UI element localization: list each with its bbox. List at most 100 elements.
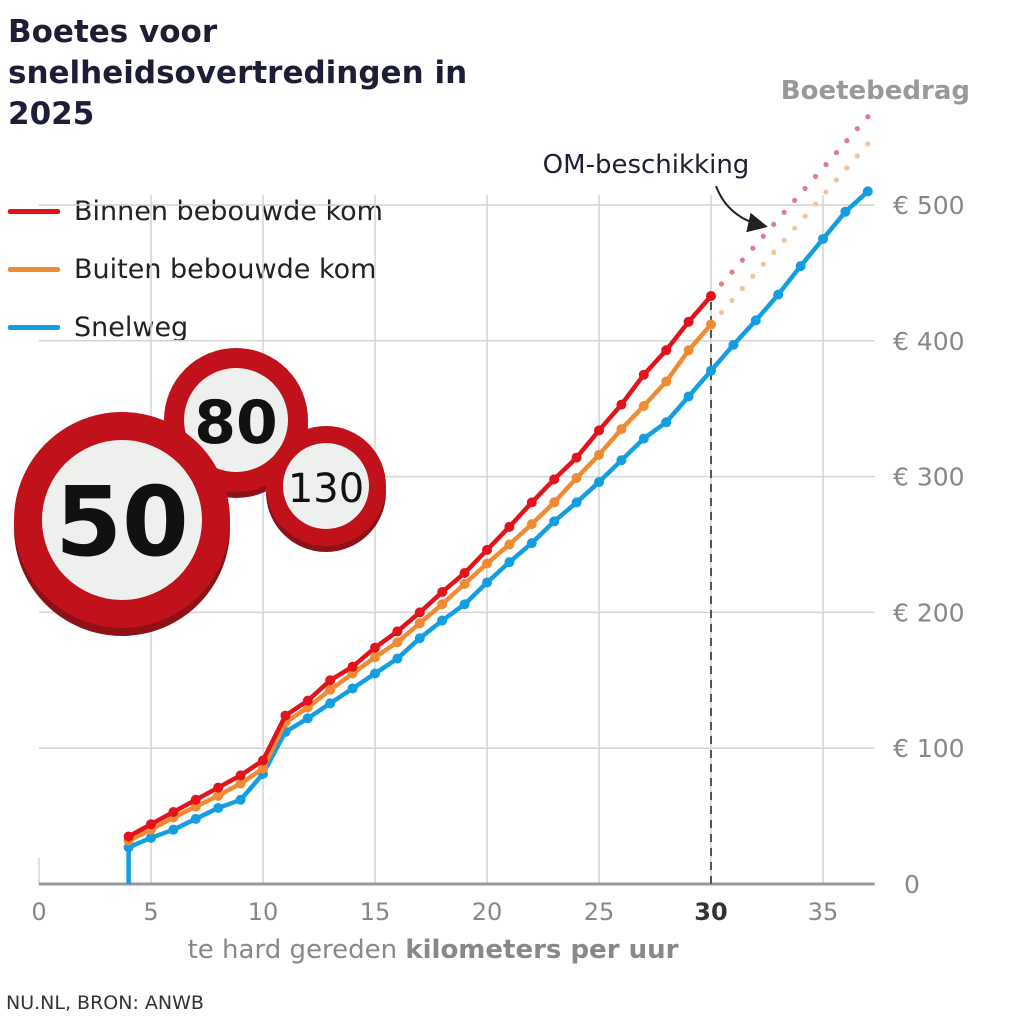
projection-dot [729,269,735,275]
projection-dot [760,261,766,267]
data-point [795,261,806,272]
data-point [414,633,425,644]
y-tick-label: € 300 [893,463,965,492]
data-point [437,615,448,626]
x-axis-label-prefix: te hard gereden [188,935,406,965]
projection-dot [802,213,808,219]
legend: Binnen bebouwde kom Buiten bebouwde kom … [8,182,383,356]
sign-80-text: 80 [194,388,278,458]
data-point [504,521,515,532]
x-tick-label: 0 [31,898,46,926]
data-point [638,369,649,380]
data-point [437,587,448,598]
projection-dot [812,173,819,180]
legend-item-snelweg: Snelweg [8,298,383,356]
data-point [728,339,739,350]
y-tick-label: € 500 [893,191,965,220]
projection-dot [718,281,725,287]
projection-dot [865,141,871,147]
x-tick-label: 30 [694,898,727,926]
projection-dot [781,237,787,243]
data-point [526,538,537,549]
data-point [594,477,604,488]
projection-dot [760,233,766,239]
data-point [213,802,224,813]
data-point [392,626,403,637]
x-tick-label: 15 [360,898,391,926]
legend-item-binnen: Binnen bebouwde kom [8,182,383,240]
data-point [347,683,358,694]
source-credit: NU.NL, BRON: ANWB [6,992,204,1014]
data-point [818,233,828,244]
projection-dot [823,189,829,195]
data-point [616,455,627,466]
data-point [325,684,336,695]
projection-dot [771,249,777,255]
data-point [549,516,560,527]
data-point [638,400,649,411]
y-tick-label: 0 [904,870,920,899]
legend-swatch [8,324,60,330]
projection-dot [750,273,756,279]
data-point [146,819,156,830]
x-axis-label: te hard gereden kilometers per uur [188,935,679,965]
data-point [482,558,492,569]
projection-dot [792,197,798,203]
data-point [638,433,649,444]
data-point [168,824,179,835]
data-point [549,497,560,508]
data-point [190,794,201,805]
projection-dot [854,126,860,132]
data-point [683,391,694,402]
annotation-label: OM-beschikking [543,150,750,180]
data-point [235,794,246,805]
data-point [571,497,582,508]
speed-signs-illustration: 80 50 130 [14,348,386,636]
data-point [213,790,224,801]
data-point [661,417,672,428]
data-point [840,206,851,217]
projection-dot [833,149,840,156]
legend-label: Snelweg [74,311,189,343]
projection-dot [833,177,840,183]
speed-sign-50: 50 [14,412,230,636]
projection-dot [739,285,745,291]
y-axis-label: Boetebedrag [781,76,970,106]
projection-dot [844,165,850,171]
data-point [459,568,470,579]
projection-dot [739,257,745,263]
legend-swatch [8,208,60,214]
projection-dot [718,309,725,316]
projection-dot [844,138,850,144]
data-point [526,519,537,530]
projection-dot [812,201,819,207]
data-point [661,376,672,387]
data-point [526,497,537,508]
projection-dot [750,245,756,251]
data-point [235,778,246,789]
data-point [504,557,515,568]
data-point [302,713,313,724]
data-point [773,289,784,300]
data-point [683,345,694,356]
data-point [862,186,873,197]
data-point [414,607,425,618]
x-tick-label: 35 [808,898,839,926]
projection-dot [854,153,860,159]
data-point [459,578,470,589]
data-point [414,618,425,629]
data-point [370,668,380,679]
data-point [594,449,604,460]
speed-sign-130: 130 [266,426,386,552]
data-point [190,813,201,824]
data-point [482,544,492,555]
data-point [549,474,560,485]
data-point [258,763,268,774]
data-point [661,345,672,356]
projection-dot [802,185,808,192]
data-point [370,652,380,663]
projection-dot [781,209,787,215]
data-point [123,831,134,842]
x-tick-label: 5 [143,898,158,926]
data-point [280,710,291,721]
